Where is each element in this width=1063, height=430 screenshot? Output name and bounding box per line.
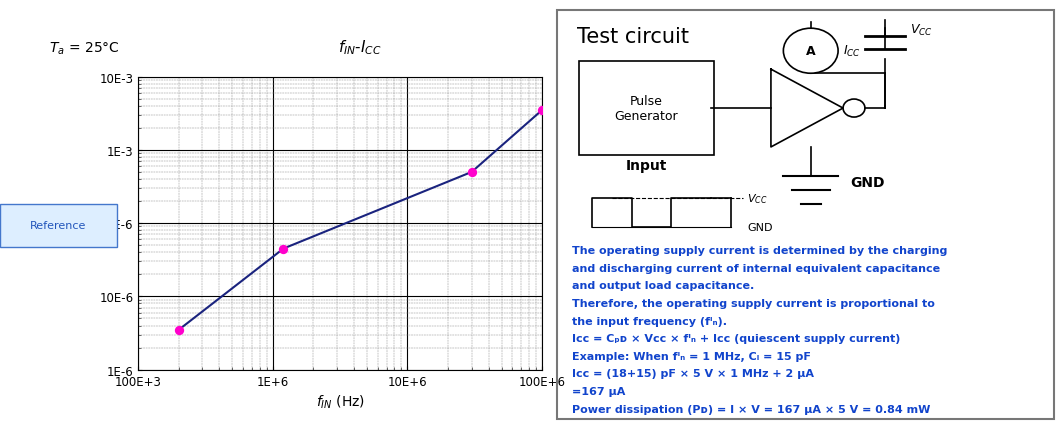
Text: the input frequency (fᴵₙ).: the input frequency (fᴵₙ). [572, 316, 727, 326]
Text: =167 μA: =167 μA [572, 386, 625, 396]
Text: and output load capacitance.: and output load capacitance. [572, 281, 754, 291]
Text: $I_{CC}$: $I_{CC}$ [843, 44, 861, 59]
Circle shape [783, 29, 838, 74]
X-axis label: $f_{IN}$ (Hz): $f_{IN}$ (Hz) [316, 393, 365, 411]
FancyBboxPatch shape [579, 62, 713, 156]
Y-axis label: $I_{CC}$ (A): $I_{CC}$ (A) [29, 215, 72, 232]
Text: Iᴄᴄ = Cₚᴅ × Vᴄᴄ × fᴵₙ + Iᴄᴄ (quiescent supply current): Iᴄᴄ = Cₚᴅ × Vᴄᴄ × fᴵₙ + Iᴄᴄ (quiescent s… [572, 334, 900, 344]
Text: Power dissipation (Pᴅ) = I × V = 167 μA × 5 V = 0.84 mW: Power dissipation (Pᴅ) = I × V = 167 μA … [572, 404, 930, 414]
Text: Pulse
Generator: Pulse Generator [614, 95, 678, 123]
Text: Example: When fᴵₙ = 1 MHz, Cₗ = 15 pF: Example: When fᴵₙ = 1 MHz, Cₗ = 15 pF [572, 351, 811, 361]
Text: The operating supply current is determined by the charging: The operating supply current is determin… [572, 246, 947, 255]
Text: Reference: Reference [30, 221, 87, 231]
Point [463, 169, 480, 176]
Text: $V_{CC}$: $V_{CC}$ [747, 192, 767, 206]
Point [534, 108, 551, 114]
Text: $f_{IN}$-$I_{CC}$: $f_{IN}$-$I_{CC}$ [338, 38, 383, 57]
Text: GND: GND [850, 175, 885, 189]
Text: GND: GND [747, 222, 773, 232]
Text: $T_a$ = 25°C: $T_a$ = 25°C [49, 40, 120, 57]
Text: Test circuit: Test circuit [577, 27, 689, 47]
Text: Iᴄᴄ = (18+15) pF × 5 V × 1 MHz + 2 μA: Iᴄᴄ = (18+15) pF × 5 V × 1 MHz + 2 μA [572, 369, 814, 378]
Text: $V_{CC}$: $V_{CC}$ [910, 23, 933, 38]
Point [275, 246, 292, 252]
Point [170, 327, 187, 334]
Text: A: A [806, 45, 815, 58]
Text: and discharging current of internal equivalent capacitance: and discharging current of internal equi… [572, 263, 940, 273]
Text: Therefore, the operating supply current is proportional to: Therefore, the operating supply current … [572, 298, 934, 308]
Text: Input: Input [626, 159, 668, 173]
